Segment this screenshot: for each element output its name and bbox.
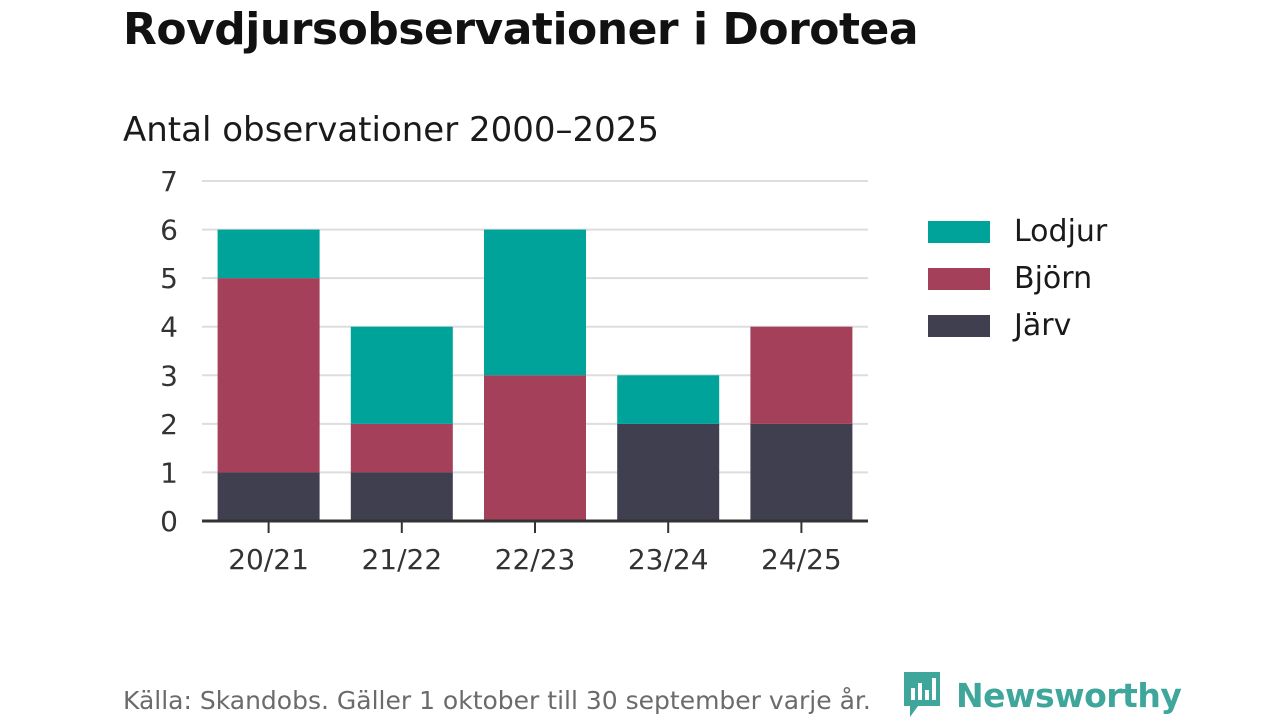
brand-name: Newsworthy <box>956 675 1182 715</box>
axes: 0 1 2 3 4 5 6 7 20/21 21/22 22/23 23/24 24/25 <box>160 165 868 576</box>
y-tick-label: 5 <box>160 262 178 295</box>
legend-item-jarv: Järv <box>928 302 1107 349</box>
bar-lodjur-22-23 <box>484 229 586 376</box>
bars <box>217 229 853 521</box>
bar-järv-24-25 <box>750 423 853 521</box>
legend-label-bjorn: Björn <box>1014 261 1093 296</box>
bar-järv-21-22 <box>350 472 453 521</box>
legend-swatch-jarv <box>928 314 990 337</box>
brand-logo: Newsworthy <box>902 670 1182 720</box>
newsworthy-logo-icon <box>904 672 940 717</box>
chart-subtitle: Antal observationer 2000–2025 <box>123 110 660 150</box>
chart-title: Rovdjursobservationer i Dorotea <box>123 4 919 55</box>
legend-swatch-bjorn <box>928 267 990 290</box>
legend-item-lodjur: Lodjur <box>928 208 1107 255</box>
legend-item-bjorn: Björn <box>928 255 1107 302</box>
bar-järv-23-24 <box>617 423 720 521</box>
y-tick-label: 2 <box>160 408 178 441</box>
source-note: Källa: Skandobs. Gäller 1 oktober till 3… <box>123 686 871 715</box>
y-tick-label: 7 <box>160 165 178 198</box>
legend-label-lodjur: Lodjur <box>1014 214 1108 249</box>
legend-swatch-lodjur <box>928 220 990 243</box>
bar-lodjur-20-21 <box>217 229 320 279</box>
x-tick-label: 24/25 <box>761 543 842 576</box>
x-tick-label: 21/22 <box>361 543 442 576</box>
x-tick-label: 23/24 <box>628 543 709 576</box>
y-tick-label: 3 <box>160 359 178 392</box>
y-tick-label: 1 <box>160 456 178 489</box>
x-tick-label: 22/23 <box>495 543 576 576</box>
bar-björn-20-21 <box>217 278 320 473</box>
legend: Lodjur Björn Järv <box>928 208 1107 349</box>
bar-lodjur-21-22 <box>350 326 453 424</box>
bar-järv-20-21 <box>217 472 320 521</box>
bar-lodjur-23-24 <box>617 375 720 424</box>
bar-björn-24-25 <box>750 326 853 424</box>
legend-label-jarv: Järv <box>1014 308 1072 343</box>
y-tick-label: 6 <box>160 214 178 247</box>
bar-björn-21-22 <box>350 423 453 473</box>
x-tick-label: 20/21 <box>228 543 309 576</box>
bar-björn-22-23 <box>484 375 586 521</box>
y-tick-label: 4 <box>160 311 178 344</box>
y-tick-label: 0 <box>160 505 178 538</box>
